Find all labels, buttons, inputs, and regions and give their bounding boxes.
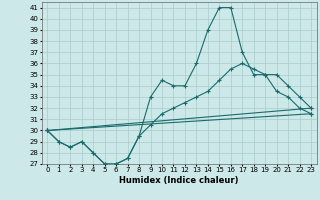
X-axis label: Humidex (Indice chaleur): Humidex (Indice chaleur) xyxy=(119,176,239,185)
